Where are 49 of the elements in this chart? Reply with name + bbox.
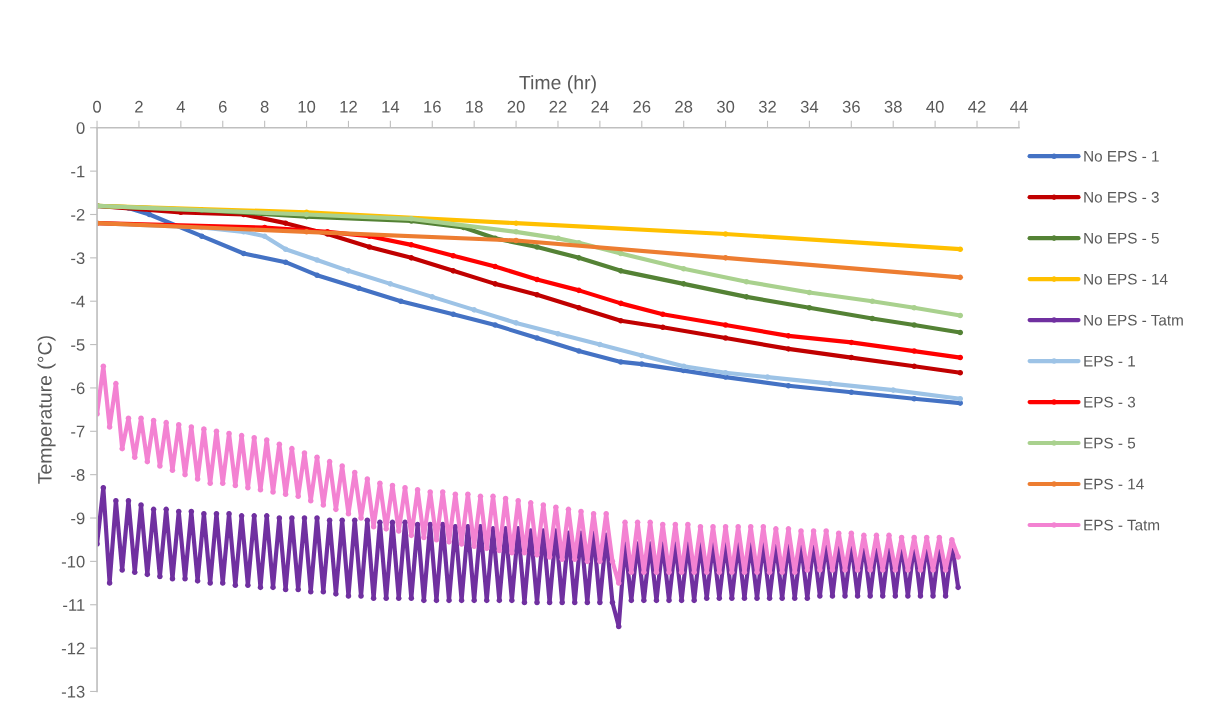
x-tick-label: 6 (218, 100, 227, 113)
x-tick-label: 28 (675, 100, 693, 113)
y-axis-title: Temperature (°C) (37, 336, 56, 484)
x-tick-label: 36 (842, 100, 860, 113)
legend-label: No EPS - 1 (1084, 150, 1159, 162)
legend-label: No EPS - 5 (1084, 232, 1159, 244)
legend-label: EPS - 3 (1084, 396, 1136, 408)
y-tick-label: -12 (61, 642, 85, 655)
x-tick-label: 2 (135, 100, 143, 113)
x-tick-label: 44 (1010, 101, 1028, 113)
y-tick-label: -8 (71, 469, 85, 481)
x-tick-label: 24 (591, 100, 609, 113)
y-tick-label: -7 (71, 425, 85, 438)
legend-label: No EPS - 14 (1084, 273, 1168, 285)
x-tick-label: 42 (968, 100, 986, 113)
x-tick-label: 22 (549, 100, 567, 113)
x-axis-title: Time (hr) (519, 75, 596, 94)
legend-label: No EPS - 3 (1084, 191, 1159, 203)
y-tick-label: -10 (61, 555, 85, 568)
x-tick-label: 26 (633, 100, 651, 113)
x-tick-label: 40 (926, 100, 944, 113)
y-tick-label: -5 (71, 339, 85, 351)
x-tick-label: 32 (758, 100, 776, 113)
x-tick-label: 30 (716, 100, 735, 113)
y-tick-label: -3 (71, 252, 85, 265)
y-tick-label: -11 (63, 599, 85, 611)
legend-label: No EPS - Tatm (1084, 314, 1183, 326)
y-tick-label: -9 (71, 512, 85, 525)
x-tick-label: 38 (884, 100, 902, 113)
y-tick-label: -13 (61, 685, 85, 698)
x-tick-label: 10 (298, 100, 316, 113)
legend-label: EPS - 14 (1084, 478, 1144, 490)
y-tick-label: -2 (71, 208, 85, 221)
x-tick-label: 8 (260, 100, 269, 113)
x-tick-label: 18 (466, 100, 483, 113)
legend-label: EPS - 5 (1084, 437, 1136, 449)
x-tick-label: 16 (424, 100, 441, 113)
x-tick-label: 12 (340, 100, 357, 113)
y-tick-label: -6 (71, 382, 85, 395)
legend-label: EPS - 1 (1084, 355, 1135, 367)
x-tick-label: 34 (800, 100, 819, 113)
x-tick-label: 0 (93, 100, 102, 113)
y-tick-label: -4 (71, 295, 85, 308)
legend-label: EPS - Tatm (1084, 519, 1160, 531)
y-tick-label: -1 (71, 165, 85, 178)
x-tick-label: 14 (382, 101, 400, 113)
x-tick-label: 4 (176, 101, 185, 113)
y-tick-label: 0 (76, 122, 85, 134)
x-tick-label: 20 (507, 100, 525, 113)
